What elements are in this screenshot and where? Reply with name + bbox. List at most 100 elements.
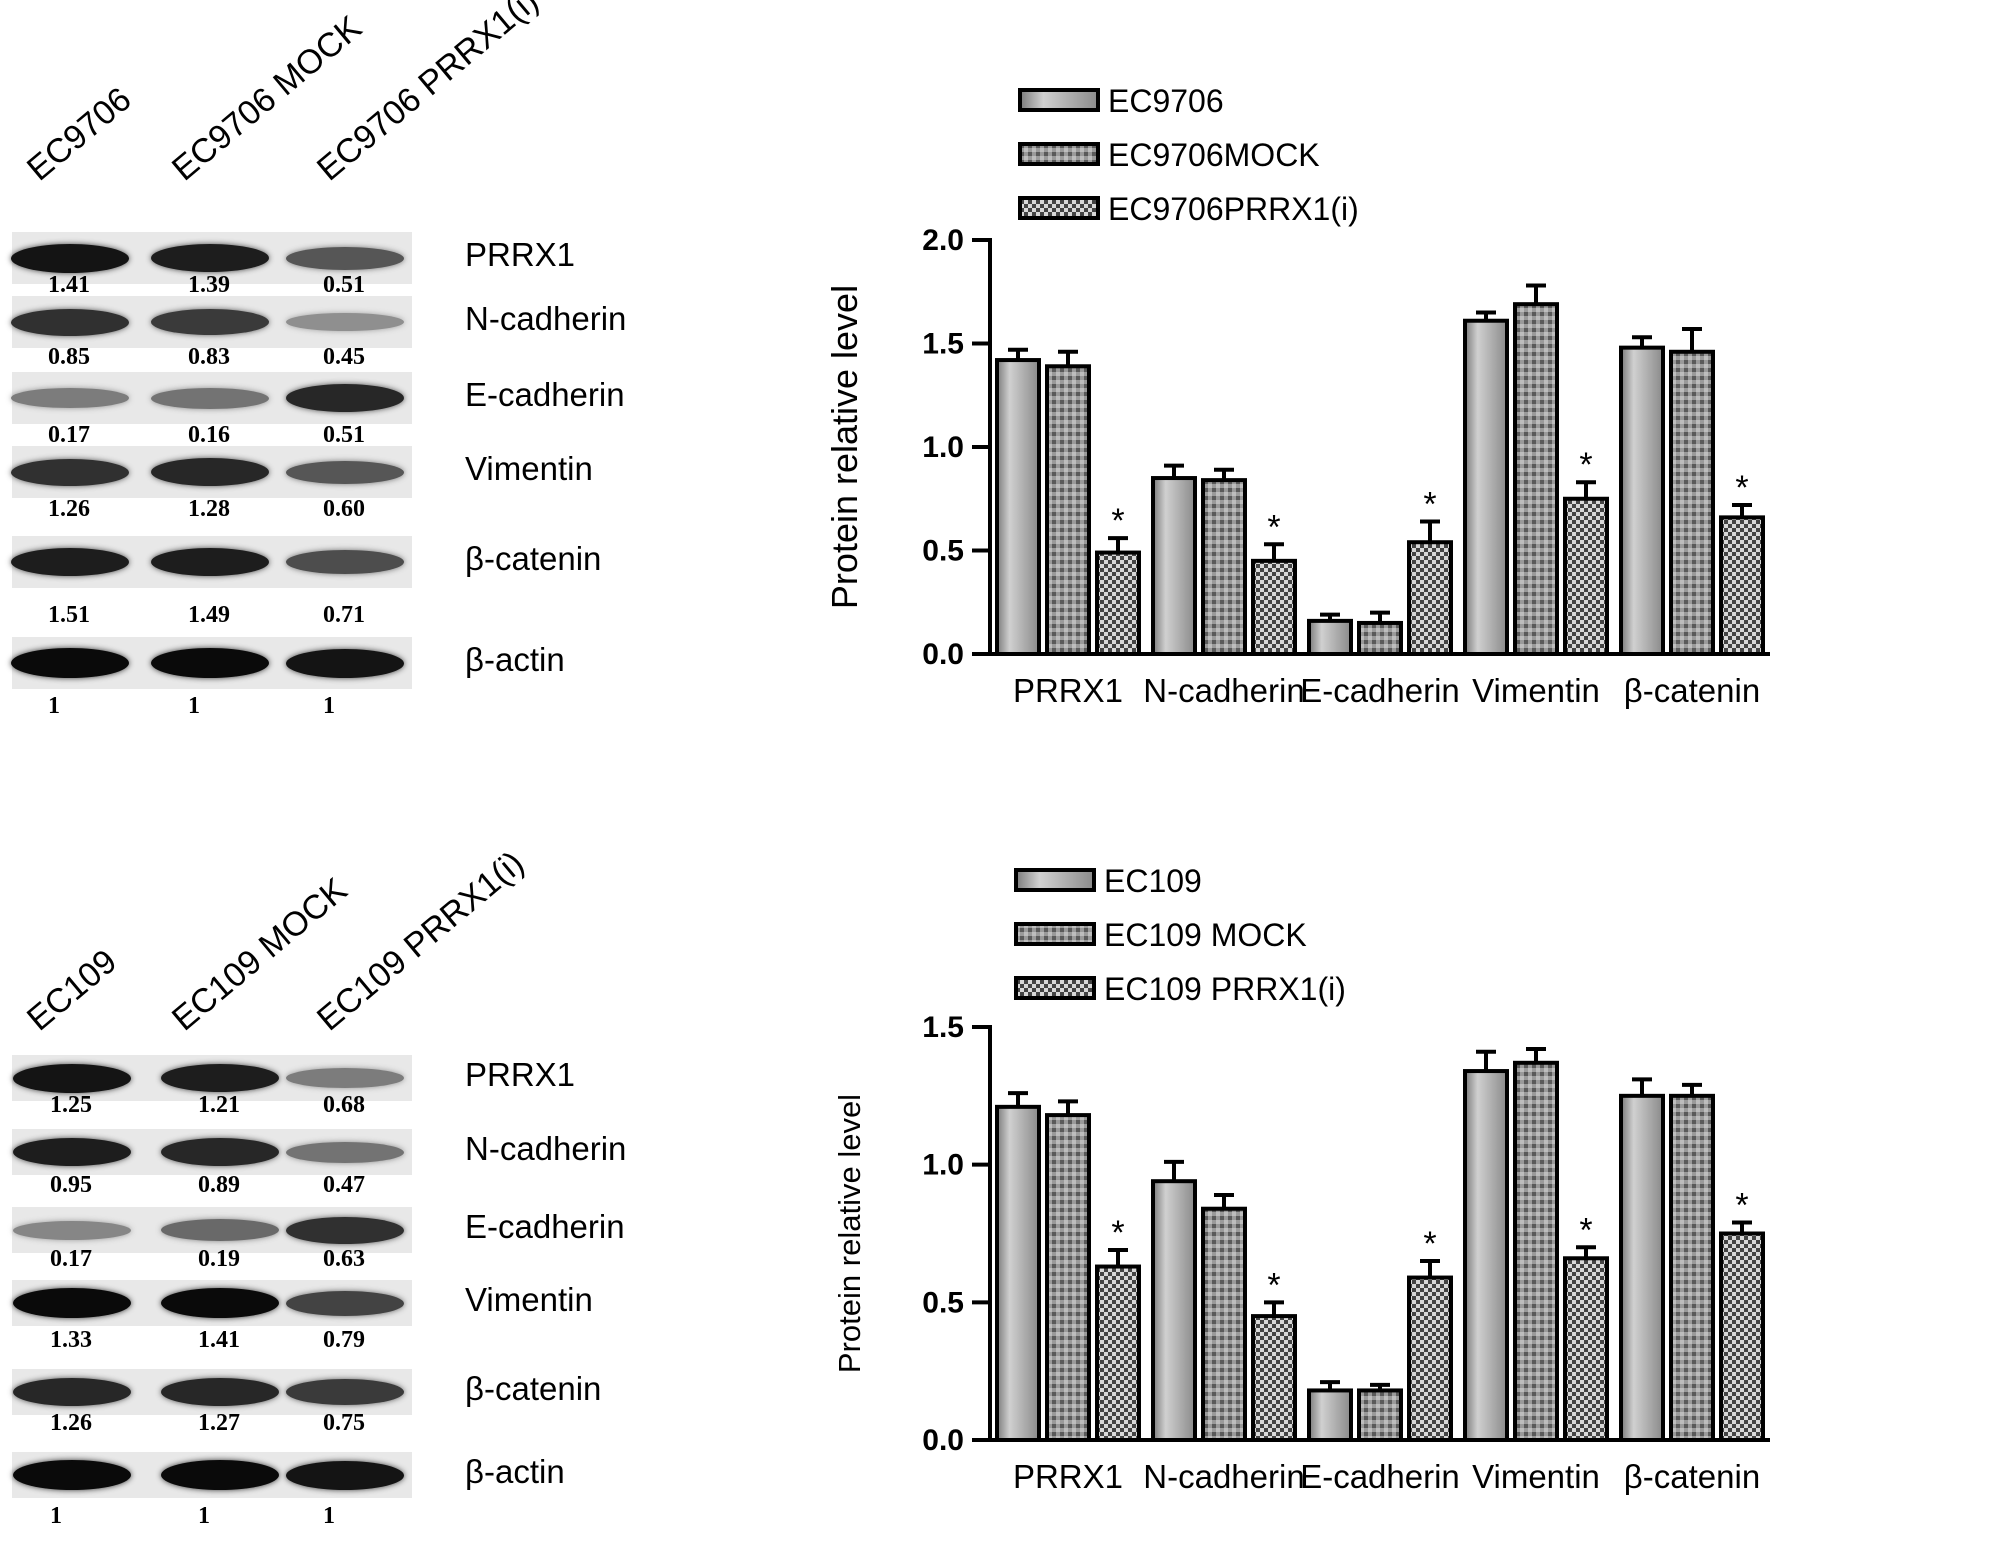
bar-ec9706prrx1-i-vimentin — [1563, 496, 1609, 656]
significance-star: * — [1111, 502, 1124, 540]
protein-label-prrx1: PRRX1 — [465, 236, 576, 273]
band-value: 0.79 — [323, 1327, 365, 1353]
y-tick-label: 1.0 — [922, 1149, 964, 1182]
band-value: 0.75 — [323, 1410, 365, 1436]
legend-swatch-ec109-mock — [1014, 922, 1096, 946]
y-tick-label: 0.5 — [922, 1286, 964, 1319]
band-value: 0.60 — [323, 496, 365, 522]
x-tick-label-catenin: β-catenin — [1624, 1458, 1760, 1495]
bar-ec9706prrx1-i-prrx1 — [1095, 550, 1141, 657]
band-value: 0.45 — [323, 344, 365, 370]
bar-ec9706mock-e-cadherin — [1357, 620, 1403, 657]
blot-band — [13, 1220, 131, 1240]
bar-ec109-prrx1-i-vimentin — [1563, 1256, 1609, 1442]
band-value: 0.51 — [323, 422, 365, 448]
blot-band — [11, 458, 129, 486]
y-tick-label: 0.0 — [922, 1424, 964, 1457]
protein-label-e-cadherin: E-cadherin — [465, 376, 625, 413]
bar-ec109-mock-prrx1 — [1045, 1113, 1091, 1442]
blot-band — [286, 384, 404, 412]
band-value: 0.17 — [50, 1246, 92, 1272]
band-value: 0.71 — [323, 602, 365, 628]
band-value: 1 — [188, 693, 200, 719]
x-tick-label-catenin: β-catenin — [1624, 672, 1760, 709]
blot-band — [286, 550, 404, 574]
band-value: 1.39 — [188, 272, 230, 298]
band-value: 0.85 — [48, 344, 90, 370]
band-value: 1 — [50, 1503, 62, 1529]
band-value: 0.51 — [323, 272, 365, 298]
bar-ec9706prrx1-i-n-cadherin — [1251, 558, 1297, 656]
y-tick-label: 0.5 — [922, 535, 964, 568]
legend-label-ec109-mock: EC109 MOCK — [1104, 917, 1307, 953]
significance-star: * — [1267, 508, 1280, 546]
blot-band — [161, 1138, 279, 1166]
bar-ec9706prrx1-i-catenin — [1719, 515, 1765, 656]
protein-label-n-cadherin: N-cadherin — [465, 300, 627, 337]
blot-band — [161, 1460, 279, 1490]
protein-label-catenin: β-catenin — [465, 540, 602, 577]
bar-ec109-e-cadherin — [1307, 1388, 1353, 1443]
legend-swatch-ec109-prrx1-i — [1014, 976, 1096, 1000]
legend-swatch-ec9706 — [1018, 88, 1100, 112]
band-value: 1.41 — [198, 1327, 240, 1353]
bar-ec9706-n-cadherin — [1151, 476, 1197, 656]
bar-ec109-catenin — [1619, 1093, 1665, 1442]
significance-star: * — [1735, 1186, 1748, 1224]
band-value: 1.33 — [50, 1327, 92, 1353]
bar-ec9706mock-n-cadherin — [1201, 478, 1247, 656]
band-value: 1.26 — [50, 1410, 92, 1436]
x-tick-label-e-cadherin: E-cadherin — [1300, 1458, 1460, 1495]
x-tick-label-n-cadherin: N-cadherin — [1143, 672, 1304, 709]
y-tick-label: 2.0 — [922, 224, 964, 257]
bar-ec109-prrx1-i-e-cadherin — [1407, 1275, 1453, 1443]
bar-ec9706-vimentin — [1463, 318, 1509, 656]
band-value: 0.83 — [188, 344, 230, 370]
bar-ec9706-prrx1 — [995, 358, 1041, 656]
band-value: 0.17 — [48, 422, 90, 448]
y-tick-label: 0.0 — [922, 638, 964, 671]
band-value: 1.27 — [198, 1410, 240, 1436]
significance-star: * — [1111, 1214, 1124, 1252]
legend-label-ec9706prrx1-i: EC9706PRRX1(i) — [1108, 191, 1359, 227]
band-value: 1.28 — [188, 496, 230, 522]
bar-ec109-mock-e-cadherin — [1357, 1388, 1403, 1443]
x-tick-label-e-cadherin: E-cadherin — [1300, 672, 1460, 709]
legend-swatch-ec109 — [1014, 868, 1096, 892]
lane-label-ec109-prrx1-i: EC109 PRRX1(i) — [309, 843, 532, 1039]
bar-ec109-prrx1 — [995, 1104, 1041, 1442]
protein-label-n-cadherin: N-cadherin — [465, 1130, 627, 1167]
blot-band — [151, 648, 269, 678]
western-blot-panel-ec9706: EC9706 EC9706 MOCK EC9706 PRRX1(i) 1.41 1.39… — [0, 0, 760, 719]
protein-label-catenin: β-catenin — [465, 1370, 602, 1407]
band-value: 0.47 — [323, 1172, 365, 1198]
bar-ec109-mock-n-cadherin — [1201, 1206, 1247, 1442]
blot-band — [286, 1460, 404, 1490]
bar-ec9706prrx1-i-e-cadherin — [1407, 540, 1453, 656]
bar-ec9706-e-cadherin — [1307, 618, 1353, 657]
blot-band — [13, 1460, 131, 1490]
y-axis-label: Protein relative level — [832, 1094, 867, 1373]
blot-band — [11, 388, 129, 408]
significance-star: * — [1579, 446, 1592, 484]
x-tick-label-prrx1: PRRX1 — [1013, 1458, 1123, 1495]
lane-label-ec9706: EC9706 — [19, 80, 139, 189]
y-tick-label: 1.5 — [922, 1011, 964, 1044]
significance-star: * — [1735, 469, 1748, 507]
blot-band — [161, 1219, 279, 1241]
band-value: 0.16 — [188, 422, 230, 448]
band-value: 1.49 — [188, 602, 230, 628]
band-value: 0.95 — [50, 1172, 92, 1198]
bar-ec109-mock-catenin — [1669, 1093, 1715, 1442]
y-tick-label: 1.5 — [922, 328, 964, 361]
bar-ec109-prrx1-i-n-cadherin — [1251, 1314, 1297, 1443]
significance-star: * — [1579, 1211, 1592, 1249]
blot-band — [11, 308, 129, 336]
blot-band — [13, 1378, 131, 1406]
protein-label-vimentin: Vimentin — [465, 450, 593, 487]
bar-ec109-prrx1-i-prrx1 — [1095, 1264, 1141, 1443]
band-value: 0.89 — [198, 1172, 240, 1198]
blot-band — [286, 460, 404, 484]
blot-band — [13, 1063, 131, 1093]
protein-label-actin: β-actin — [465, 1453, 565, 1490]
